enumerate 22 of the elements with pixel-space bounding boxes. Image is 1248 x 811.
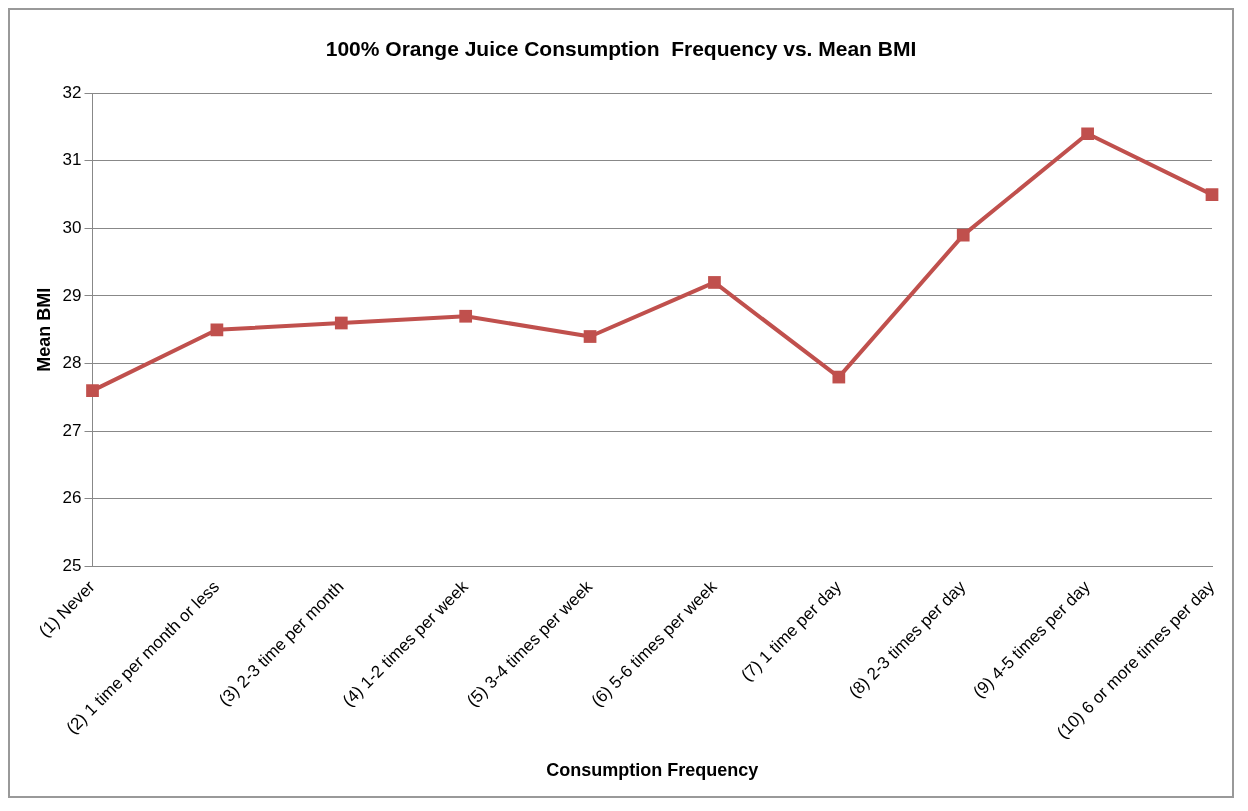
point [459, 309, 473, 323]
point [210, 323, 224, 337]
point [334, 316, 348, 330]
point [956, 228, 970, 242]
y-tick-label: 32 [62, 82, 82, 102]
y-tick-label: 25 [62, 556, 82, 576]
point [1081, 127, 1094, 141]
chart-title: 100% Orange Juice Consumption Frequency vs. Mean BMI [325, 37, 917, 61]
y-tick-label: 31 [62, 150, 82, 170]
y-axis-title: Mean BMI [33, 287, 54, 372]
point [708, 276, 721, 289]
x-tick-label: (7) 1 time per day [737, 576, 846, 685]
y-tick-label: 30 [62, 218, 82, 238]
x-axis-title: Consumption Frequency [546, 760, 759, 781]
y-tick-label: 26 [62, 488, 82, 508]
point [832, 370, 846, 384]
y-tick-label: 29 [62, 285, 82, 305]
point [1205, 188, 1219, 201]
point [86, 384, 99, 397]
y-tick-label: 27 [62, 420, 82, 440]
y-tick-label: 28 [62, 353, 82, 373]
point [583, 330, 597, 343]
